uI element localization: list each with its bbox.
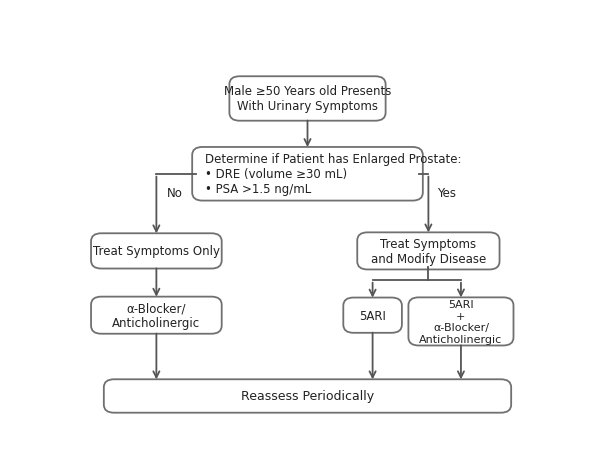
Text: Treat Symptoms
and Modify Disease: Treat Symptoms and Modify Disease (371, 238, 486, 265)
FancyBboxPatch shape (343, 298, 402, 333)
Text: 5ARI
+
α-Blocker/
Anticholinergic: 5ARI + α-Blocker/ Anticholinergic (419, 299, 503, 344)
FancyBboxPatch shape (91, 234, 222, 269)
Text: 5ARI: 5ARI (359, 309, 386, 322)
FancyBboxPatch shape (229, 77, 386, 121)
Text: Yes: Yes (437, 186, 457, 199)
Text: α-Blocker/
Anticholinergic: α-Blocker/ Anticholinergic (112, 301, 200, 329)
Text: Determine if Patient has Enlarged Prostate:
• DRE (volume ≥30 mL)
• PSA >1.5 ng/: Determine if Patient has Enlarged Prosta… (205, 153, 462, 196)
FancyBboxPatch shape (104, 379, 511, 413)
Text: Treat Symptoms Only: Treat Symptoms Only (93, 245, 220, 258)
Text: No: No (167, 186, 183, 199)
FancyBboxPatch shape (357, 233, 500, 270)
FancyBboxPatch shape (91, 297, 222, 334)
Text: Reassess Periodically: Reassess Periodically (241, 390, 374, 403)
FancyBboxPatch shape (192, 148, 423, 201)
FancyBboxPatch shape (409, 298, 514, 346)
Text: Male ≥50 Years old Presents
With Urinary Symptoms: Male ≥50 Years old Presents With Urinary… (224, 85, 391, 113)
